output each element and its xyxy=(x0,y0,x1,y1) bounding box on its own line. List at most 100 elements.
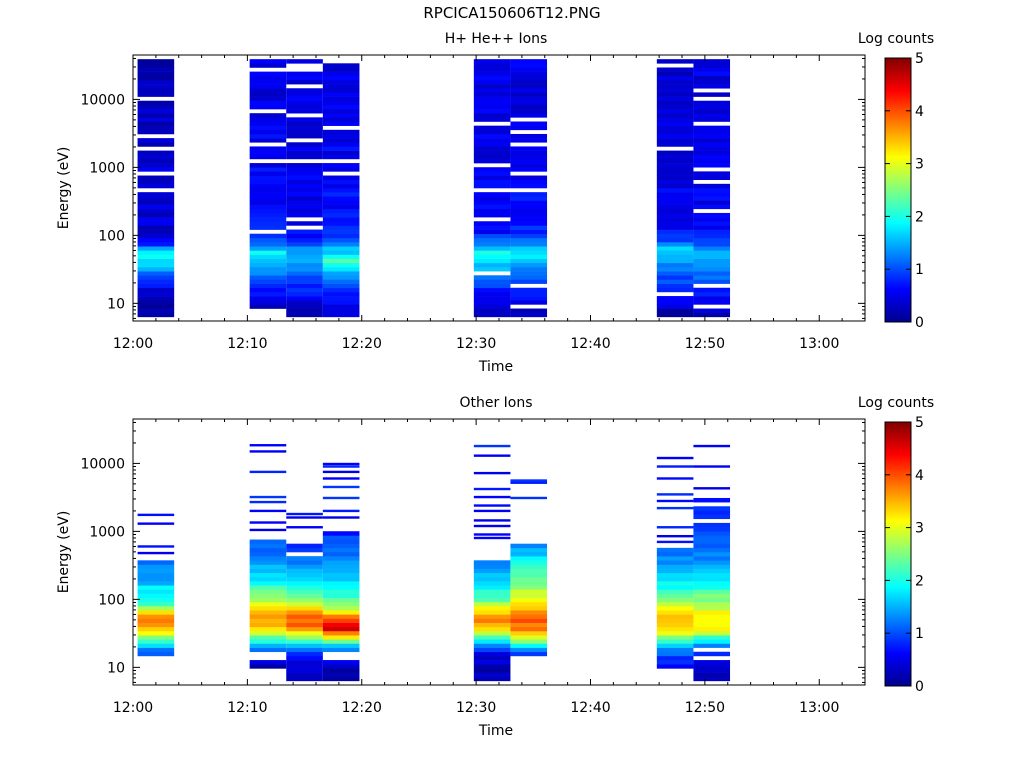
spectrogram-cell xyxy=(322,237,360,243)
spectrogram-cell xyxy=(249,606,287,611)
spectrogram-column xyxy=(510,479,548,657)
colorbar-tick-label: 4 xyxy=(915,104,924,120)
spectrogram-cell xyxy=(249,304,287,309)
axes: 12:00 12:10 12:20 12:30 12:40 12:50 13:00 10 100… xyxy=(80,419,866,716)
spectrogram-cell xyxy=(286,622,323,628)
spectrogram-band xyxy=(656,499,694,503)
spectrogram-cell xyxy=(473,75,511,81)
spectrogram-cell xyxy=(286,651,323,657)
spectrogram-cell xyxy=(510,125,548,131)
spectrogram-cell xyxy=(322,581,360,586)
spectrogram-cell xyxy=(510,581,548,586)
spectrogram-cell xyxy=(137,117,175,122)
spectrogram-band xyxy=(249,500,287,504)
spectrogram-cell xyxy=(510,133,548,139)
spectrogram-band xyxy=(322,477,360,480)
spectrogram-cell xyxy=(137,104,175,110)
spectrogram-cell xyxy=(286,581,323,586)
spectrogram-cell xyxy=(137,125,175,131)
spectrogram-cell xyxy=(656,630,694,636)
spectrogram-cell xyxy=(322,71,360,77)
spectrogram-cell xyxy=(656,242,694,247)
spectrogram-cell xyxy=(693,242,731,247)
spectrogram-cell xyxy=(137,651,175,657)
spectrogram-cell xyxy=(473,183,511,189)
spectrogram-cell xyxy=(510,63,548,68)
spectrogram-cell xyxy=(693,163,731,168)
spectrogram-cell xyxy=(510,246,548,251)
spectrogram-cell xyxy=(322,113,360,118)
spectrogram-cell xyxy=(286,300,323,305)
spectrogram-cell xyxy=(286,121,323,126)
spectrogram-cell xyxy=(286,676,323,682)
colorbar-tick-label: 5 xyxy=(915,415,924,431)
spectrogram-cell xyxy=(286,664,323,669)
spectrogram-cell xyxy=(322,610,360,615)
spectrogram-band xyxy=(322,470,360,474)
spectrogram-cell xyxy=(693,84,731,89)
spectrogram-cell xyxy=(249,622,287,628)
spectrogram-cell xyxy=(510,67,548,72)
spectrogram-cell xyxy=(656,568,694,574)
spectrogram-band xyxy=(137,513,175,517)
spectrogram-cell xyxy=(322,183,360,189)
spectrogram-cell xyxy=(322,287,360,293)
spectrogram-cell xyxy=(286,576,323,582)
spectrogram-cell xyxy=(510,79,548,85)
spectrogram-cell xyxy=(693,622,731,628)
spectrogram-cell xyxy=(286,92,323,97)
spectrogram-cell xyxy=(473,84,511,89)
spectrogram-cell xyxy=(249,266,287,272)
spectrogram-band xyxy=(693,487,731,490)
spectrogram-cell xyxy=(322,200,360,205)
spectrogram-cell xyxy=(137,221,175,226)
spectrogram-cell xyxy=(510,262,548,268)
spectrogram-cell xyxy=(510,312,548,318)
spectrogram-cell xyxy=(473,71,511,77)
spectrogram-cell xyxy=(137,179,175,185)
spectrogram-cell xyxy=(693,63,731,68)
spectrogram-cell xyxy=(286,88,323,93)
spectrogram-column xyxy=(656,59,694,318)
spectrogram-cell xyxy=(322,221,360,226)
spectrogram-band xyxy=(510,496,548,500)
spectrogram-cell xyxy=(322,266,360,272)
spectrogram-band xyxy=(656,456,694,460)
spectrogram-cell xyxy=(473,639,511,644)
spectrogram-cell xyxy=(322,300,360,305)
spectrogram-cell xyxy=(249,660,287,665)
spectrogram-cell xyxy=(510,113,548,118)
spectrogram-cell xyxy=(322,208,360,214)
spectrogram-cell xyxy=(286,117,323,122)
spectrogram-cell xyxy=(249,79,287,85)
spectrogram-cell xyxy=(137,59,175,64)
spectrogram-cell xyxy=(473,630,511,636)
spectrogram-cell xyxy=(656,664,694,669)
spectrogram-cell xyxy=(473,572,511,578)
spectrogram-cell xyxy=(473,564,511,569)
spectrogram-cell xyxy=(693,606,731,611)
x-tick-label: 12:10 xyxy=(227,700,267,716)
spectrogram-cell xyxy=(137,212,175,218)
spectrogram-cell xyxy=(473,109,511,114)
spectrogram-cell xyxy=(322,192,360,197)
spectrogram-cell xyxy=(656,163,694,168)
spectrogram-cell xyxy=(473,664,511,669)
spectrogram-band xyxy=(322,509,360,513)
spectrogram-cell xyxy=(510,84,548,89)
colorbar-ticks: 0 1 2 3 4 5 xyxy=(885,51,924,331)
spectrogram-cell xyxy=(693,639,731,644)
spectrogram-cell xyxy=(510,212,548,218)
spectrogram-cell xyxy=(656,647,694,653)
spectrogram-cell xyxy=(137,622,175,628)
spectrogram-cell xyxy=(286,547,323,553)
spectrogram-cell xyxy=(510,75,548,81)
spectrogram-cell xyxy=(656,576,694,582)
spectrogram-cell xyxy=(510,618,548,623)
spectrogram-cell xyxy=(322,572,360,578)
spectrogram-column xyxy=(656,456,694,669)
spectrogram-cell xyxy=(656,651,694,657)
spectrogram-cell xyxy=(137,71,175,77)
spectrogram-cell xyxy=(137,237,175,243)
spectrogram-cell xyxy=(693,543,731,549)
